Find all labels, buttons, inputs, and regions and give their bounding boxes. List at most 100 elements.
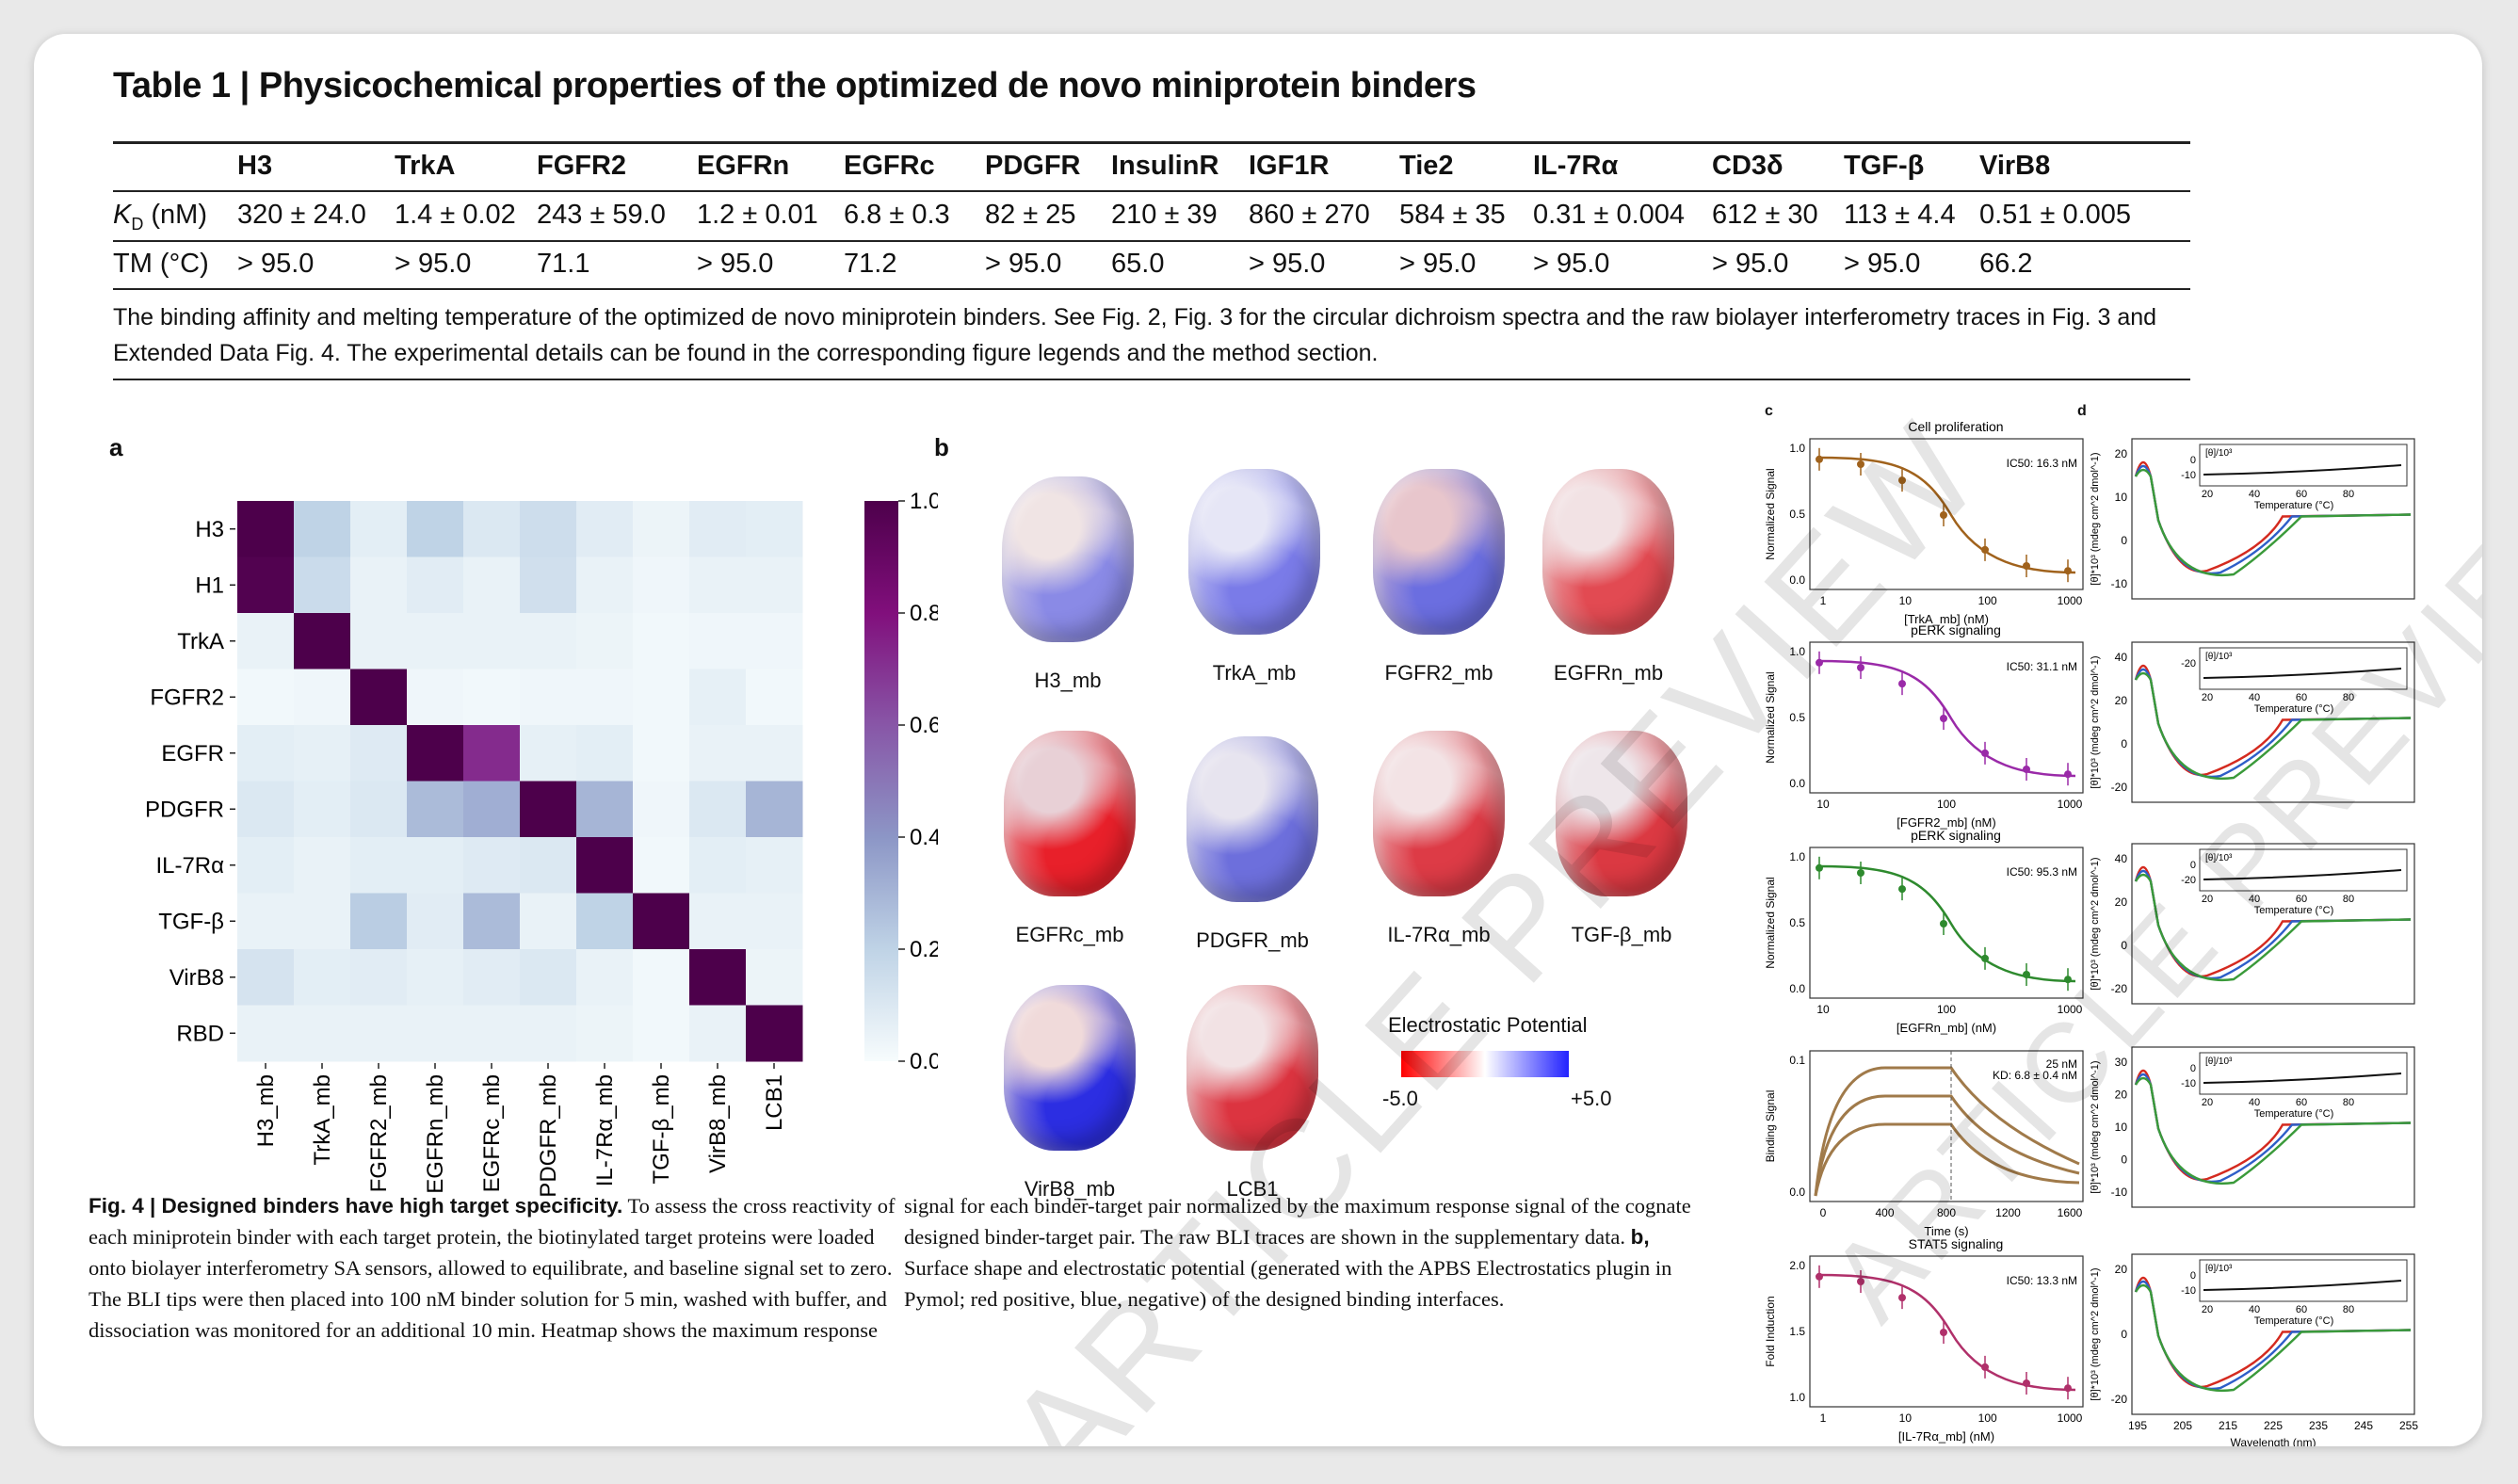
- heatmap-cell: [294, 837, 351, 894]
- figure-legend-col1: Fig. 4 | Designed binders have high targ…: [89, 1190, 908, 1346]
- table-header-rule: [113, 190, 2190, 192]
- cd-ytick: 0: [2121, 1153, 2127, 1167]
- heatmap-cell: [350, 613, 408, 669]
- heatmap-cell: [576, 1005, 634, 1062]
- heatmap-col-label: EGFRc_mb: [479, 1074, 505, 1192]
- cd-inset-frame: [2199, 1259, 2408, 1302]
- cd-inset-ytick: -10: [2181, 1078, 2196, 1089]
- heatmap-cell: [746, 893, 803, 950]
- cd-inset-xtick: 40: [2249, 692, 2260, 703]
- tm-value-cell: 71.2: [844, 249, 897, 279]
- cd-plot-frame: [2131, 438, 2415, 600]
- heatmap-cell: [520, 893, 577, 950]
- kd-value-cell: 584 ± 35: [1399, 200, 1506, 230]
- heatmap-cell: [576, 556, 634, 614]
- tm-value-cell: > 95.0: [237, 249, 315, 279]
- cd-inset-ytick: -10: [2181, 470, 2196, 481]
- plot-ytick: 0.0: [1789, 573, 1805, 587]
- heatmap-cell: [237, 501, 295, 557]
- heatmap-col-label: EGFRn_mb: [423, 1074, 448, 1194]
- plot-ylabel: Normalized Signal: [1764, 468, 1777, 559]
- plot-xlabel: [IL-7Rα_mb] (nM): [1898, 1429, 1994, 1444]
- plot-frame: [1809, 1050, 2084, 1202]
- plot-xtick: 1000: [2058, 594, 2083, 607]
- plot-ylabel: Fold Induction: [1764, 1296, 1777, 1366]
- fit-curve: [1816, 456, 2076, 574]
- colorbar-tick-label: 0.6: [910, 713, 938, 738]
- heatmap-cell: [576, 893, 634, 950]
- plot-ytick: 0.0: [1789, 777, 1805, 790]
- heatmap-cell: [294, 501, 351, 557]
- article-page: Table 1 | Physicochemical properties of …: [34, 34, 2482, 1446]
- heatmap-cell: [350, 556, 408, 614]
- molecule-surface: [1004, 985, 1136, 1151]
- tm-value-cell: 71.1: [537, 249, 590, 279]
- heatmap-cell: [237, 725, 295, 782]
- table-row-rule: [113, 240, 2190, 242]
- plot-frame: [1809, 641, 2084, 794]
- kd-row-label: KD (nM): [113, 200, 207, 234]
- molecule-surface: [1542, 469, 1674, 635]
- electrostatic-max: +5.0: [1571, 1087, 1612, 1110]
- cd-ytick: -10: [2111, 1186, 2128, 1199]
- molecule-label: EGFRc_mb: [1015, 923, 1124, 946]
- heatmap-cell: [294, 613, 351, 669]
- table-row-rule: [113, 288, 2190, 290]
- cd-inset-ylabel: [θ]/10³: [2205, 1057, 2233, 1067]
- plot-ytick: 1.5: [1789, 1325, 1805, 1338]
- cd-inset-ytick: -20: [2181, 875, 2196, 886]
- heatmap-col-label: TrkA_mb: [310, 1074, 335, 1165]
- plot-ytick: 2.0: [1789, 1259, 1805, 1272]
- cd-inset-xtick: 60: [2296, 1097, 2307, 1108]
- heatmap-col-label: VirB8_mb: [705, 1074, 731, 1173]
- cd-inset-xtick: 80: [2343, 1304, 2354, 1315]
- heatmap-cell: [576, 501, 634, 557]
- molecule-label: VirB8_mb: [1024, 1177, 1116, 1201]
- heatmap-cell: [463, 893, 521, 950]
- heatmap-cell: [633, 613, 690, 669]
- cd-ytick: 0: [2121, 534, 2127, 547]
- panel-c-dose-response-plots: Cell proliferation IC50: 16.3 nM Normalize…: [1764, 419, 2084, 1444]
- figure-legend-b-ref: b,: [1630, 1225, 1650, 1249]
- cd-spectrum: [2134, 468, 2412, 577]
- cd-inset-xlabel: Temperature (°C): [2254, 1315, 2333, 1327]
- cd-inset-xtick: 40: [2249, 1304, 2260, 1315]
- cd-inset-xtick: 20: [2202, 692, 2213, 703]
- colorbar-tick-label: 0.4: [910, 825, 938, 850]
- cd-inset-xtick: 40: [2249, 1097, 2260, 1108]
- heatmap-cell: [576, 781, 634, 838]
- plot-ylabel: Normalized Signal: [1764, 671, 1777, 763]
- heatmap-cell: [689, 893, 747, 950]
- plot-xtick: 10: [1816, 798, 1830, 811]
- table-top-rule: [113, 141, 2190, 144]
- heatmap-cell: [463, 501, 521, 557]
- tm-value-cell: 65.0: [1111, 249, 1165, 279]
- cd-inset-xtick: 80: [2343, 1097, 2354, 1108]
- cd-spectrum: [2134, 873, 2412, 982]
- heatmap-cell: [237, 669, 295, 726]
- cd-xtick: 205: [2173, 1419, 2192, 1432]
- plot-ytick: 0.0: [1789, 982, 1805, 995]
- heatmap-cell: [576, 837, 634, 894]
- heatmap-cell: [350, 669, 408, 726]
- heatmap-cell: [633, 1005, 690, 1062]
- binding-trace: [1814, 1094, 2080, 1197]
- legend-label: 25 nM: [2046, 1057, 2077, 1071]
- figure-legend-text: Surface shape and electrostatic potentia…: [904, 1256, 1672, 1311]
- cd-spectrum: [2134, 671, 2412, 781]
- heatmap-cell: [520, 949, 577, 1006]
- heatmap-cell: [520, 837, 577, 894]
- heatmap-cell: [746, 725, 803, 782]
- cd-ytick: 20: [2115, 447, 2128, 460]
- cd-inset-xtick: 20: [2202, 894, 2213, 905]
- cd-inset-ylabel: [θ]/10³: [2205, 448, 2233, 459]
- molecule-label: TGF-β_mb: [1571, 923, 1672, 946]
- heatmap-col-label: H3_mb: [253, 1074, 279, 1147]
- heatmap-cell: [746, 613, 803, 669]
- heatmap-cell: [407, 781, 464, 838]
- cd-inset-frame: [2199, 444, 2408, 487]
- heatmap-cell: [294, 556, 351, 614]
- heatmap-cell: [463, 725, 521, 782]
- cd-inset-xtick: 60: [2296, 692, 2307, 703]
- heatmap-cell: [463, 837, 521, 894]
